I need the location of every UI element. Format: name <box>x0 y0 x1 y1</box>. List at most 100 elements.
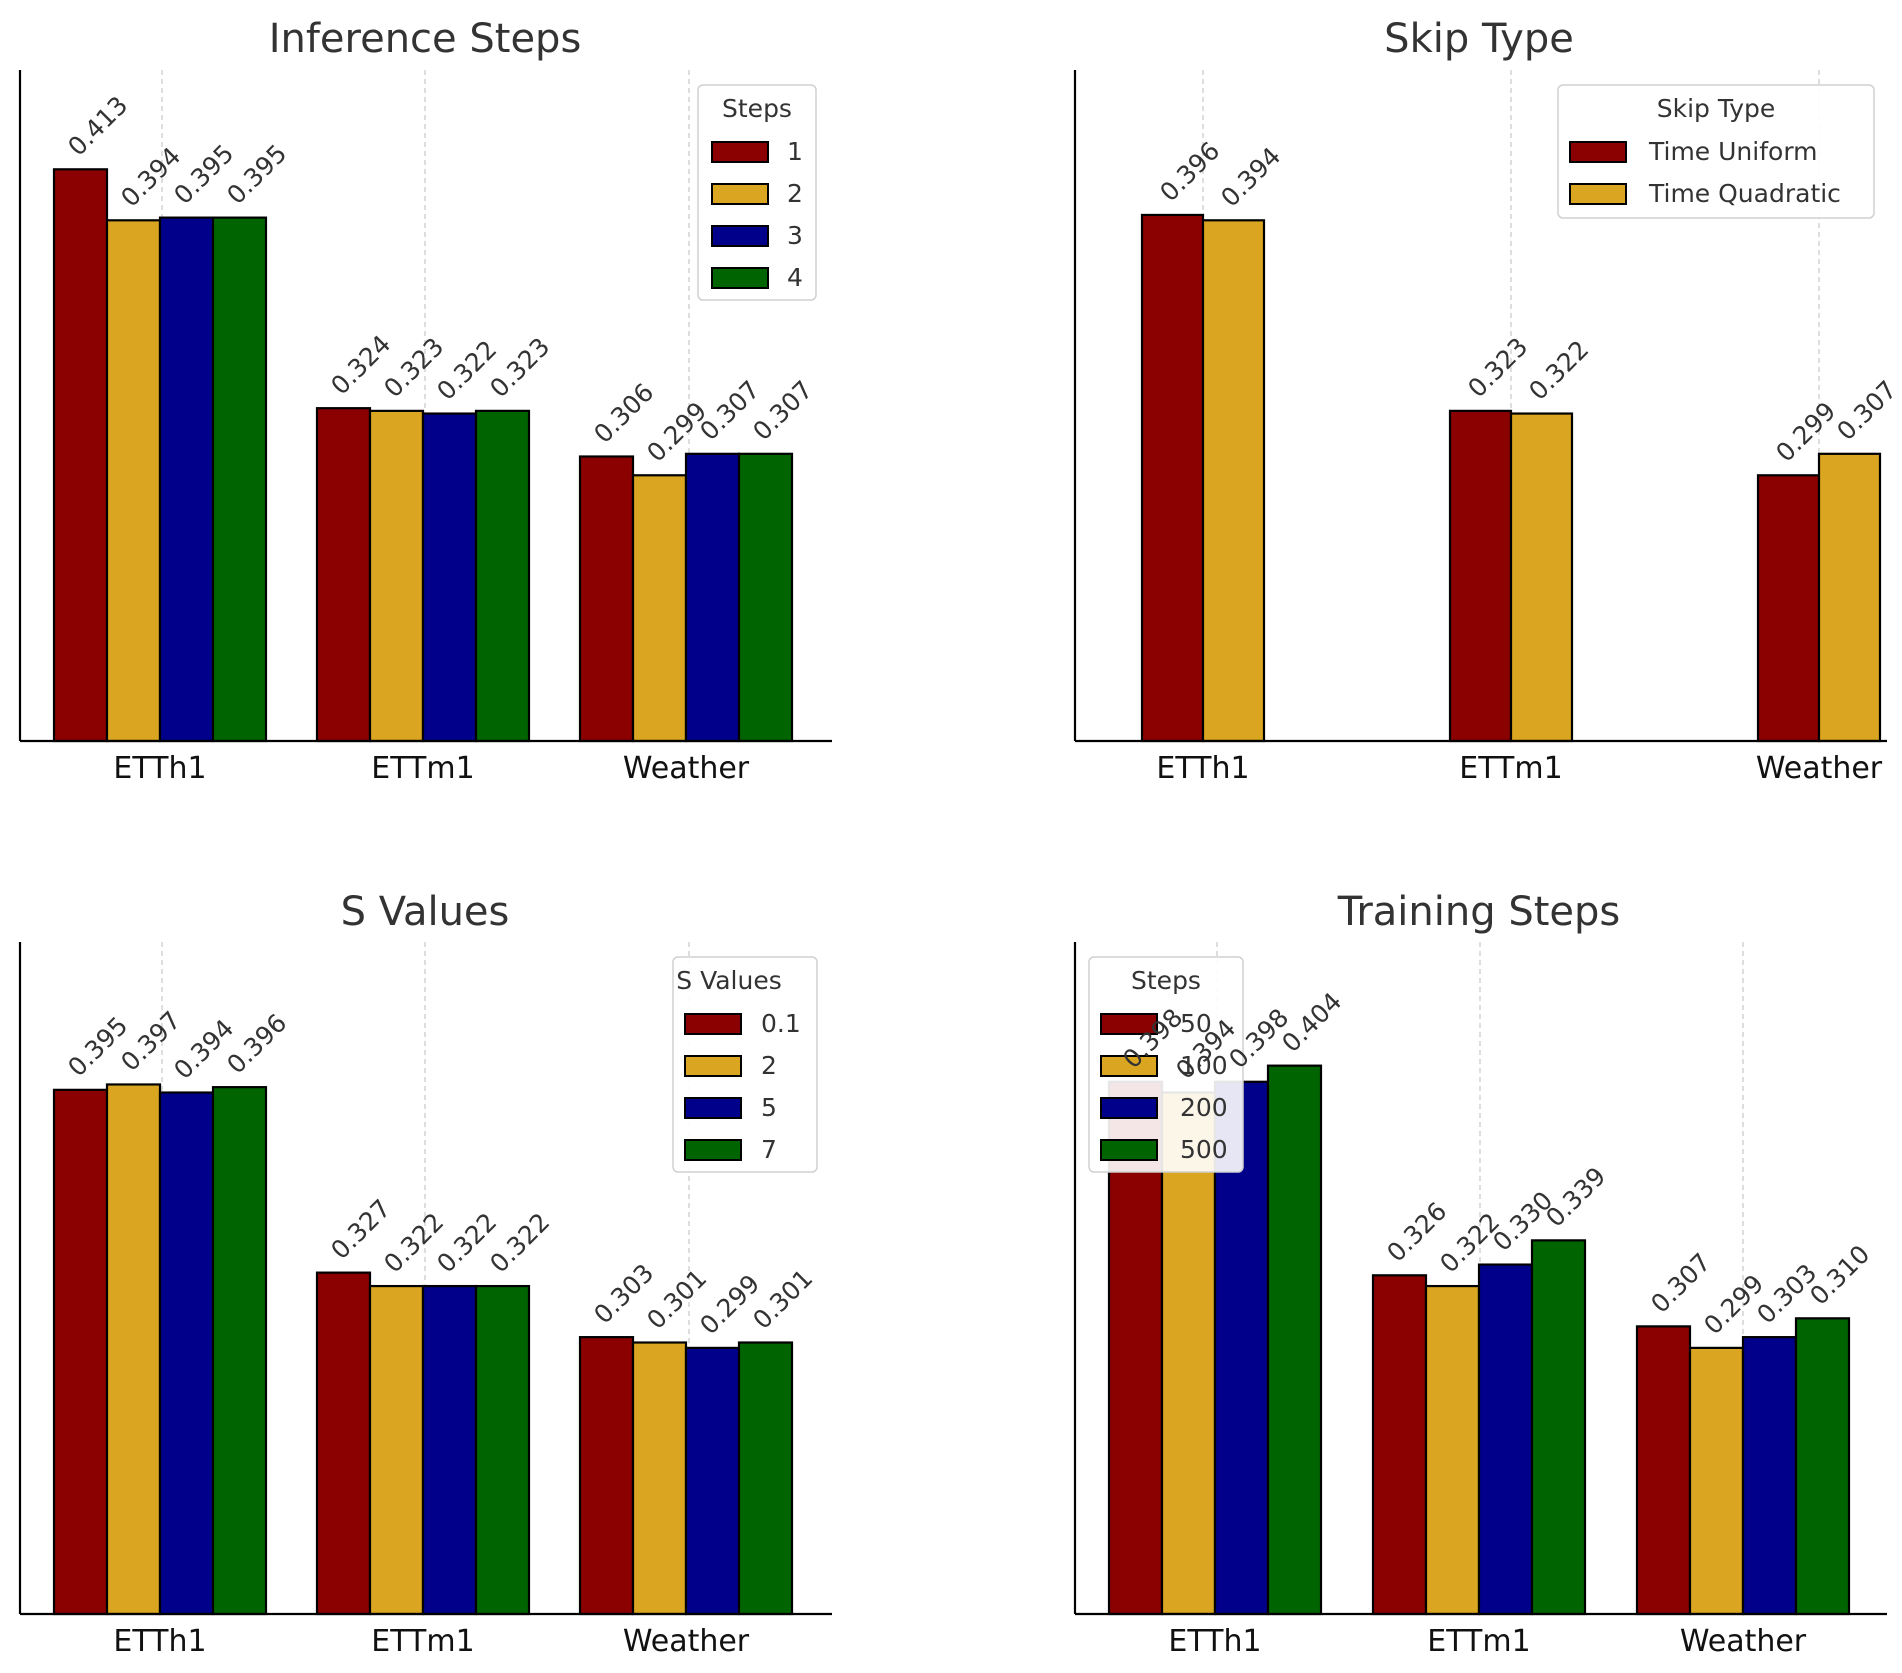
legend-swatch <box>684 1097 742 1119</box>
data-label: 0.323 <box>484 332 555 403</box>
bar <box>1741 1336 1798 1616</box>
bar <box>1424 1284 1481 1616</box>
bar <box>1371 1274 1428 1616</box>
data-label: 0.395 <box>62 1011 133 1082</box>
chart-title: Training Steps <box>1337 889 1620 935</box>
legend-swatch <box>1100 1139 1158 1161</box>
legend-label: 1 <box>787 137 803 166</box>
legend-label: Time Uniform <box>1648 137 1818 166</box>
data-label: 0.339 <box>1540 1161 1611 1232</box>
bar <box>105 1083 162 1616</box>
legend: Steps 1 2 3 4 <box>697 84 817 301</box>
data-label: 0.307 <box>1645 1248 1716 1319</box>
legend-label: 7 <box>761 1135 777 1164</box>
legend-label: 100 <box>1180 1051 1228 1080</box>
data-label: 0.395 <box>221 139 292 210</box>
x-tick-label: ETTm1 <box>1459 751 1562 786</box>
bar <box>474 1284 531 1616</box>
x-tick-label: ETTh1 <box>113 1624 206 1659</box>
bar <box>631 1341 688 1616</box>
data-label: 0.301 <box>747 1264 818 1335</box>
bar <box>52 168 109 743</box>
data-label: 0.307 <box>747 375 818 446</box>
legend-swatch <box>1100 1013 1158 1035</box>
legend-title: Steps <box>1131 966 1201 995</box>
legend-label: 500 <box>1180 1135 1228 1164</box>
bar <box>52 1088 109 1616</box>
bar <box>1140 213 1205 743</box>
bar <box>737 1341 794 1616</box>
data-label: 0.394 <box>115 141 186 212</box>
bar <box>1688 1346 1745 1616</box>
bar <box>737 452 794 743</box>
data-label: 0.307 <box>1831 375 1902 446</box>
panel-skip-type: Skip Type ETTh1 ETTm1 Weather Skip Type … <box>1073 16 1902 786</box>
legend: S Values 0.1 2 5 7 <box>672 956 818 1173</box>
x-tick-label: Weather <box>623 751 750 786</box>
x-tick-label: Weather <box>1756 751 1883 786</box>
data-label: 0.413 <box>62 90 133 161</box>
bar <box>421 412 478 743</box>
legend-swatch <box>684 1055 742 1077</box>
legend-label: 0.1 <box>761 1009 801 1038</box>
bar <box>1756 474 1821 743</box>
bar <box>105 219 162 743</box>
data-label: 0.322 <box>1523 335 1594 406</box>
data-label: 0.396 <box>221 1008 292 1079</box>
legend-swatch <box>711 225 769 247</box>
legend-title: Skip Type <box>1657 94 1776 123</box>
bar <box>315 1271 372 1616</box>
bar <box>474 409 531 743</box>
legend-label: 3 <box>787 221 803 250</box>
bar <box>1477 1263 1534 1616</box>
bar <box>368 1284 425 1616</box>
x-tick-label: ETTh1 <box>113 751 206 786</box>
legend-swatch <box>684 1013 742 1035</box>
legend-swatch <box>711 183 769 205</box>
x-tick-label: ETTh1 <box>1156 751 1249 786</box>
data-label: 0.323 <box>1462 332 1533 403</box>
legend-box <box>1557 84 1875 219</box>
legend-swatch <box>711 267 769 289</box>
legend-label: 50 <box>1180 1009 1212 1038</box>
bar <box>1448 409 1513 743</box>
legend-swatch <box>711 141 769 163</box>
x-tick-label: Weather <box>623 1624 750 1659</box>
bar <box>158 216 215 743</box>
bar <box>578 1336 635 1616</box>
bar <box>211 216 268 743</box>
bar <box>578 455 635 743</box>
data-label: 0.322 <box>484 1207 555 1278</box>
bar <box>211 1086 268 1616</box>
bar <box>1201 219 1266 743</box>
bar <box>1266 1064 1323 1616</box>
chart-title: Skip Type <box>1384 16 1574 62</box>
bar <box>1635 1325 1692 1616</box>
legend: Steps 50 100 200 500 <box>1088 956 1244 1173</box>
bar <box>368 409 425 743</box>
bar <box>631 474 688 743</box>
data-label: 0.395 <box>168 139 239 210</box>
panel-s-values: S Values ETTh1 ETTm1 Weather S Values 0.… <box>18 889 832 1659</box>
legend-swatch <box>1569 183 1627 205</box>
legend-title: S Values <box>676 966 782 995</box>
legend-label: 200 <box>1180 1093 1228 1122</box>
data-label: 0.306 <box>588 378 659 449</box>
legend-label: 2 <box>787 179 803 208</box>
x-tick-label: ETTm1 <box>371 751 474 786</box>
bar <box>1817 452 1882 743</box>
legend-label: Time Quadratic <box>1648 179 1841 208</box>
bar <box>1794 1317 1851 1616</box>
chart-title: S Values <box>341 889 510 935</box>
data-label: 0.396 <box>1154 136 1225 207</box>
x-tick-label: ETTh1 <box>1168 1624 1261 1659</box>
x-tick-label: ETTm1 <box>1427 1624 1530 1659</box>
bar <box>1530 1239 1587 1616</box>
legend-label: 4 <box>787 263 803 292</box>
bar <box>684 452 741 743</box>
legend-label: 2 <box>761 1051 777 1080</box>
panel-training-steps: Training Steps ETTh1 ETTm1 Weather Steps… <box>1073 889 1887 1659</box>
data-label: 0.322 <box>431 1207 502 1278</box>
bar <box>421 1284 478 1616</box>
legend-swatch <box>1569 141 1627 163</box>
